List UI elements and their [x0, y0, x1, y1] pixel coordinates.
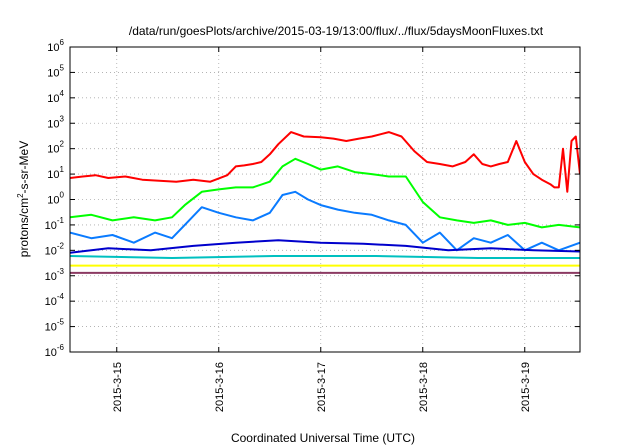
y-tick-label: 105 [47, 63, 64, 79]
y-tick-label: 10-1 [45, 216, 65, 232]
y-tick-label: 101 [47, 165, 64, 181]
y-tick-label: 10-5 [45, 318, 65, 334]
y-tick-labels: 10-610-510-410-310-210-11001011021031041… [45, 38, 65, 359]
x-tick-label: 2015-3-18 [418, 362, 430, 412]
y-tick-label: 10-3 [45, 267, 65, 283]
y-tick-exponent: -3 [57, 267, 65, 276]
y-tick-label: 106 [47, 38, 64, 54]
grid-lines [70, 47, 580, 352]
series-line-5 [70, 255, 580, 259]
tick-marks [70, 46, 580, 353]
y-tick-label: 102 [47, 140, 64, 156]
y-tick-exponent: 6 [60, 38, 65, 47]
y-tick-exponent: -4 [57, 292, 65, 301]
series-layer [70, 131, 580, 274]
y-tick-base: 10 [47, 118, 59, 130]
y-tick-base: 10 [45, 271, 57, 283]
x-tick-label: 2015-3-16 [214, 362, 226, 412]
y-tick-label: 10-6 [45, 343, 65, 359]
x-tick-label: 2015-3-19 [520, 362, 532, 412]
y-tick-exponent: 1 [60, 165, 65, 174]
x-axis-label: Coordinated Universal Time (UTC) [231, 431, 415, 445]
y-tick-base: 10 [45, 296, 57, 308]
y-tick-base: 10 [47, 42, 59, 54]
y-tick-label: 10-4 [45, 292, 65, 308]
y-tick-base: 10 [45, 347, 57, 359]
y-axis-label-sup: 2 [16, 193, 25, 198]
y-tick-label: 103 [47, 114, 64, 130]
y-tick-exponent: 4 [60, 89, 65, 98]
chart-title: /data/run/goesPlots/archive/2015-03-19/1… [129, 24, 544, 38]
y-tick-base: 10 [47, 169, 59, 181]
y-tick-exponent: -2 [57, 241, 65, 250]
y-axis-label: protons/cm2-s-sr-MeV [16, 141, 31, 257]
series-line-4 [70, 239, 580, 254]
y-tick-base: 10 [47, 67, 59, 79]
y-tick-base: 10 [45, 322, 57, 334]
y-axis-label-prefix: protons/cm [17, 198, 31, 257]
y-tick-label: 100 [47, 191, 64, 207]
y-tick-base: 10 [47, 93, 59, 105]
series-line-2 [70, 157, 580, 229]
y-axis-label-suffix: -s-sr-MeV [17, 141, 31, 194]
y-tick-exponent: 0 [60, 191, 65, 200]
x-tick-labels: 2015-3-15 2015-3-16 2015-3-17 2015-3-18 2015… [112, 362, 532, 412]
y-tick-exponent: 3 [60, 114, 65, 123]
y-tick-exponent: -5 [57, 318, 65, 327]
y-tick-label: 104 [47, 89, 64, 105]
y-tick-base: 10 [47, 195, 59, 207]
y-tick-base: 10 [45, 220, 57, 232]
y-tick-exponent: -6 [57, 343, 65, 352]
series-line-3 [70, 190, 580, 252]
y-tick-exponent: -1 [57, 216, 65, 225]
y-tick-exponent: 5 [60, 63, 65, 72]
x-tick-label: 2015-3-17 [316, 362, 328, 412]
y-tick-base: 10 [47, 144, 59, 156]
y-tick-label: 10-2 [45, 241, 65, 257]
x-tick-label: 2015-3-15 [112, 362, 124, 412]
y-tick-base: 10 [45, 245, 57, 257]
series-line-1 [70, 131, 580, 193]
y-tick-exponent: 2 [60, 140, 65, 149]
